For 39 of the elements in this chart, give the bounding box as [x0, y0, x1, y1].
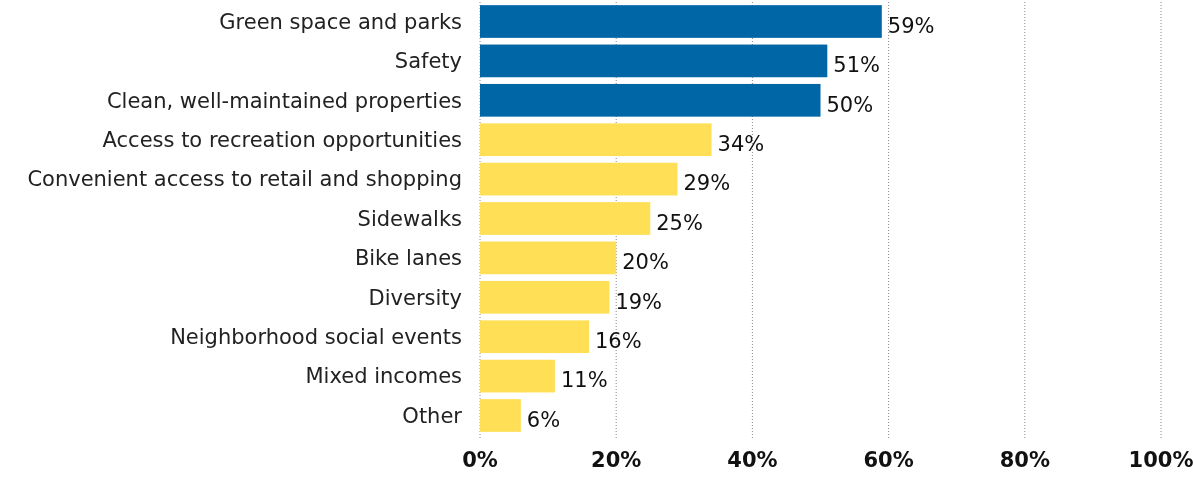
y-tick-label: Bike lanes	[354, 246, 462, 271]
y-tick-label: Safety	[394, 49, 462, 74]
y-tick-label: Clean, well-maintained properties	[106, 88, 462, 113]
y-tick-label: Green space and parks	[219, 9, 462, 34]
y-tick-label: Neighborhood social events	[170, 325, 462, 350]
x-tick-label: 40%	[727, 448, 778, 472]
data-label: 19%	[615, 289, 663, 314]
x-tick-label: 100%	[1128, 448, 1193, 472]
bar	[480, 280, 610, 314]
bar	[480, 44, 828, 78]
data-label: 6%	[526, 407, 561, 432]
bar	[480, 241, 617, 275]
bar	[480, 83, 821, 117]
y-tick-label: Mixed incomes	[305, 364, 462, 389]
y-tick-label: Convenient access to retail and shopping	[27, 167, 462, 192]
data-label: 20%	[622, 250, 669, 275]
bar	[480, 162, 678, 196]
bar	[480, 320, 589, 354]
x-tick-label: 80%	[999, 448, 1050, 472]
x-tick-label: 60%	[863, 448, 914, 472]
data-label: 50%	[826, 92, 874, 117]
bar	[480, 399, 521, 432]
data-label: 16%	[594, 329, 642, 354]
data-label: 59%	[887, 13, 935, 38]
y-tick-label: Diversity	[368, 285, 462, 310]
data-label: 51%	[833, 53, 880, 78]
y-tick-label: Other	[402, 403, 463, 428]
bar	[480, 202, 651, 235]
data-label: 11%	[560, 368, 608, 393]
bar	[480, 5, 882, 38]
bar	[480, 359, 555, 393]
y-tick-label: Access to recreation opportunities	[102, 128, 462, 153]
data-label: 29%	[683, 171, 731, 196]
x-tick-label: 20%	[591, 448, 642, 472]
bar	[480, 123, 712, 157]
data-label: 25%	[656, 210, 703, 235]
x-tick-label: 0%	[462, 448, 498, 472]
data-label: 34%	[717, 132, 765, 157]
y-tick-label: Sidewalks	[357, 206, 462, 231]
